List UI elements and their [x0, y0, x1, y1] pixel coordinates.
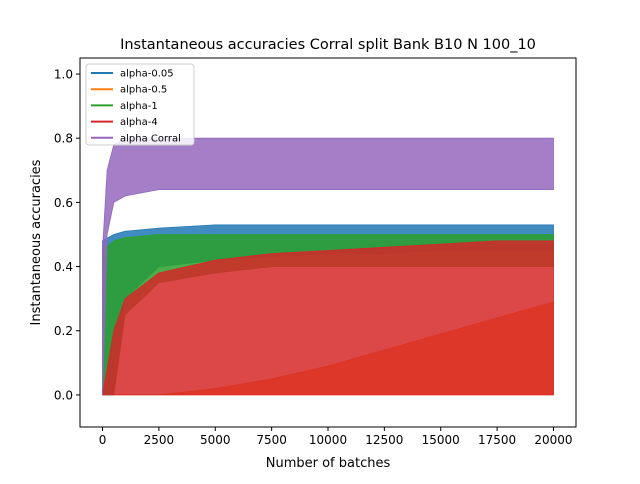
y-tick-label: 0.6: [54, 196, 73, 210]
y-axis-label: Instantaneous accuracies: [29, 159, 44, 325]
legend: alpha-0.05 alpha-0.5 alpha-1 alpha-4 alpha C…: [85, 63, 195, 146]
y-axis: 0.0 0.2 0.4 0.6 0.8 1.0: [54, 68, 80, 402]
x-tick-label: 5000: [200, 433, 231, 447]
x-tick-label: 15000: [422, 433, 460, 447]
x-tick-label: 2500: [144, 433, 175, 447]
x-tick-label: 7500: [256, 433, 287, 447]
x-tick-label: 12500: [365, 433, 403, 447]
legend-box: [85, 63, 195, 146]
legend-label-1: alpha-0.5: [120, 85, 167, 96]
x-axis-label: Number of batches: [266, 456, 391, 471]
series-bands: [102, 137, 554, 396]
y-tick-label: 0.4: [54, 260, 73, 274]
x-tick-label: 0: [99, 433, 107, 447]
plot-frame: [79, 57, 577, 428]
y-tick-label: 0.2: [54, 324, 73, 338]
legend-label-2: alpha-1: [120, 101, 158, 112]
legend-label-4: alpha Corral: [120, 133, 181, 144]
x-tick-label: 10000: [309, 433, 347, 447]
x-axis: 0 2500 5000 7500 10000 12500 15000 17500 20000: [99, 427, 573, 447]
legend-label-0: alpha-0.05: [120, 69, 174, 80]
y-tick-label: 1.0: [54, 68, 73, 82]
x-tick-label: 20000: [534, 433, 572, 447]
legend-label-3: alpha-4: [120, 117, 158, 128]
chart-title: Instantaneous accuracies Corral split Ba…: [120, 37, 536, 53]
y-tick-label: 0.0: [54, 388, 73, 402]
series-band-3: [102, 240, 554, 396]
x-tick-label: 17500: [478, 433, 516, 447]
y-tick-label: 0.8: [54, 132, 73, 146]
